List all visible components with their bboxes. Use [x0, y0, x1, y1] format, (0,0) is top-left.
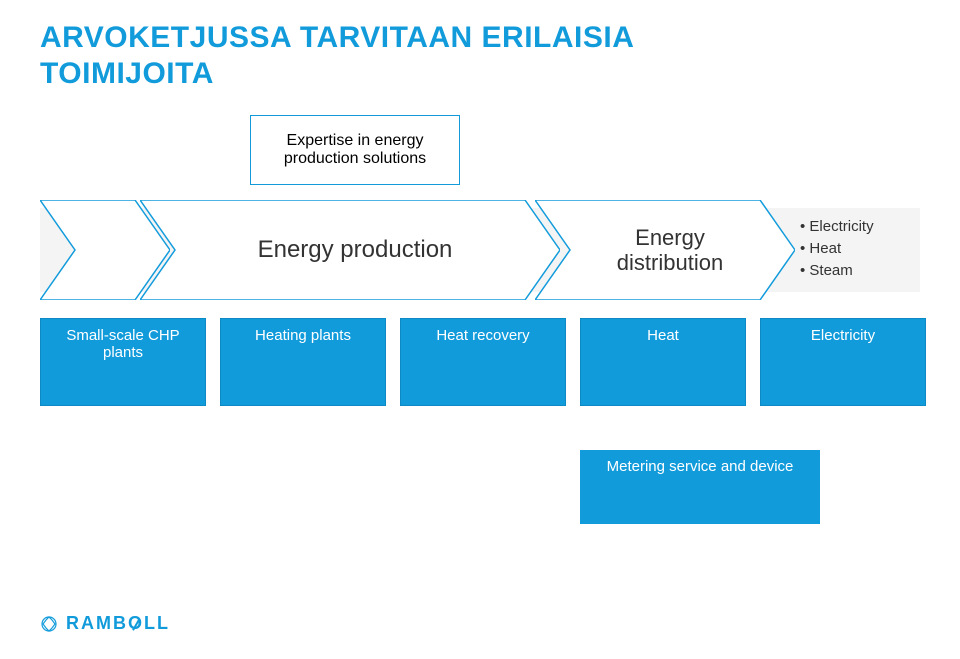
title-line2: TOIMIJOITA: [40, 56, 634, 92]
metering-box: Metering service and device: [580, 450, 820, 524]
box-electricity: Electricity: [760, 318, 926, 406]
energy-production-label: Energy production: [140, 200, 560, 300]
page-title: ARVOKETJUSSA TARVITAAN ERILAISIA TOIMIJO…: [40, 20, 634, 92]
bullet-steam-text: Steam: [809, 262, 852, 279]
box-small-scale-chp: Small-scale CHP plants: [40, 318, 206, 406]
bullet-heat: • Heat: [800, 238, 874, 260]
flow-row: Energy production Energy distribution • …: [40, 200, 920, 300]
energy-distribution-label: Energy distribution: [535, 200, 795, 300]
bullet-dot: •: [800, 262, 809, 279]
ramboll-seal-icon: [40, 615, 58, 633]
box-heating-plants-label: Heating plants: [255, 327, 351, 344]
bullet-electricity-text: Electricity: [809, 218, 873, 235]
ramboll-wordmark: RAMBOLL: [66, 613, 170, 634]
box-heat-recovery: Heat recovery: [400, 318, 566, 406]
output-bullets: • Electricity • Heat • Steam: [800, 216, 874, 281]
box-heat-label: Heat: [647, 327, 679, 344]
box-electricity-label: Electricity: [811, 327, 875, 344]
ramboll-logo: RAMBOLL: [40, 613, 170, 634]
metering-box-label: Metering service and device: [607, 458, 794, 475]
box-small-scale-chp-label: Small-scale CHP plants: [47, 327, 199, 361]
energy-production-chevron: Energy production: [140, 200, 560, 300]
box-heat-recovery-label: Heat recovery: [436, 327, 529, 344]
expertise-text: Expertise in energy production solutions: [259, 132, 451, 168]
bullet-steam: • Steam: [800, 260, 874, 282]
bullet-dot: •: [800, 218, 809, 235]
expertise-box: Expertise in energy production solutions: [250, 115, 460, 185]
title-line1: ARVOKETJUSSA TARVITAAN ERILAISIA: [40, 20, 634, 56]
box-heating-plants: Heating plants: [220, 318, 386, 406]
bullet-heat-text: Heat: [809, 240, 841, 257]
bullet-dot: •: [800, 240, 809, 257]
box-heat: Heat: [580, 318, 746, 406]
bullet-electricity: • Electricity: [800, 216, 874, 238]
energy-distribution-chevron: Energy distribution: [535, 200, 795, 300]
